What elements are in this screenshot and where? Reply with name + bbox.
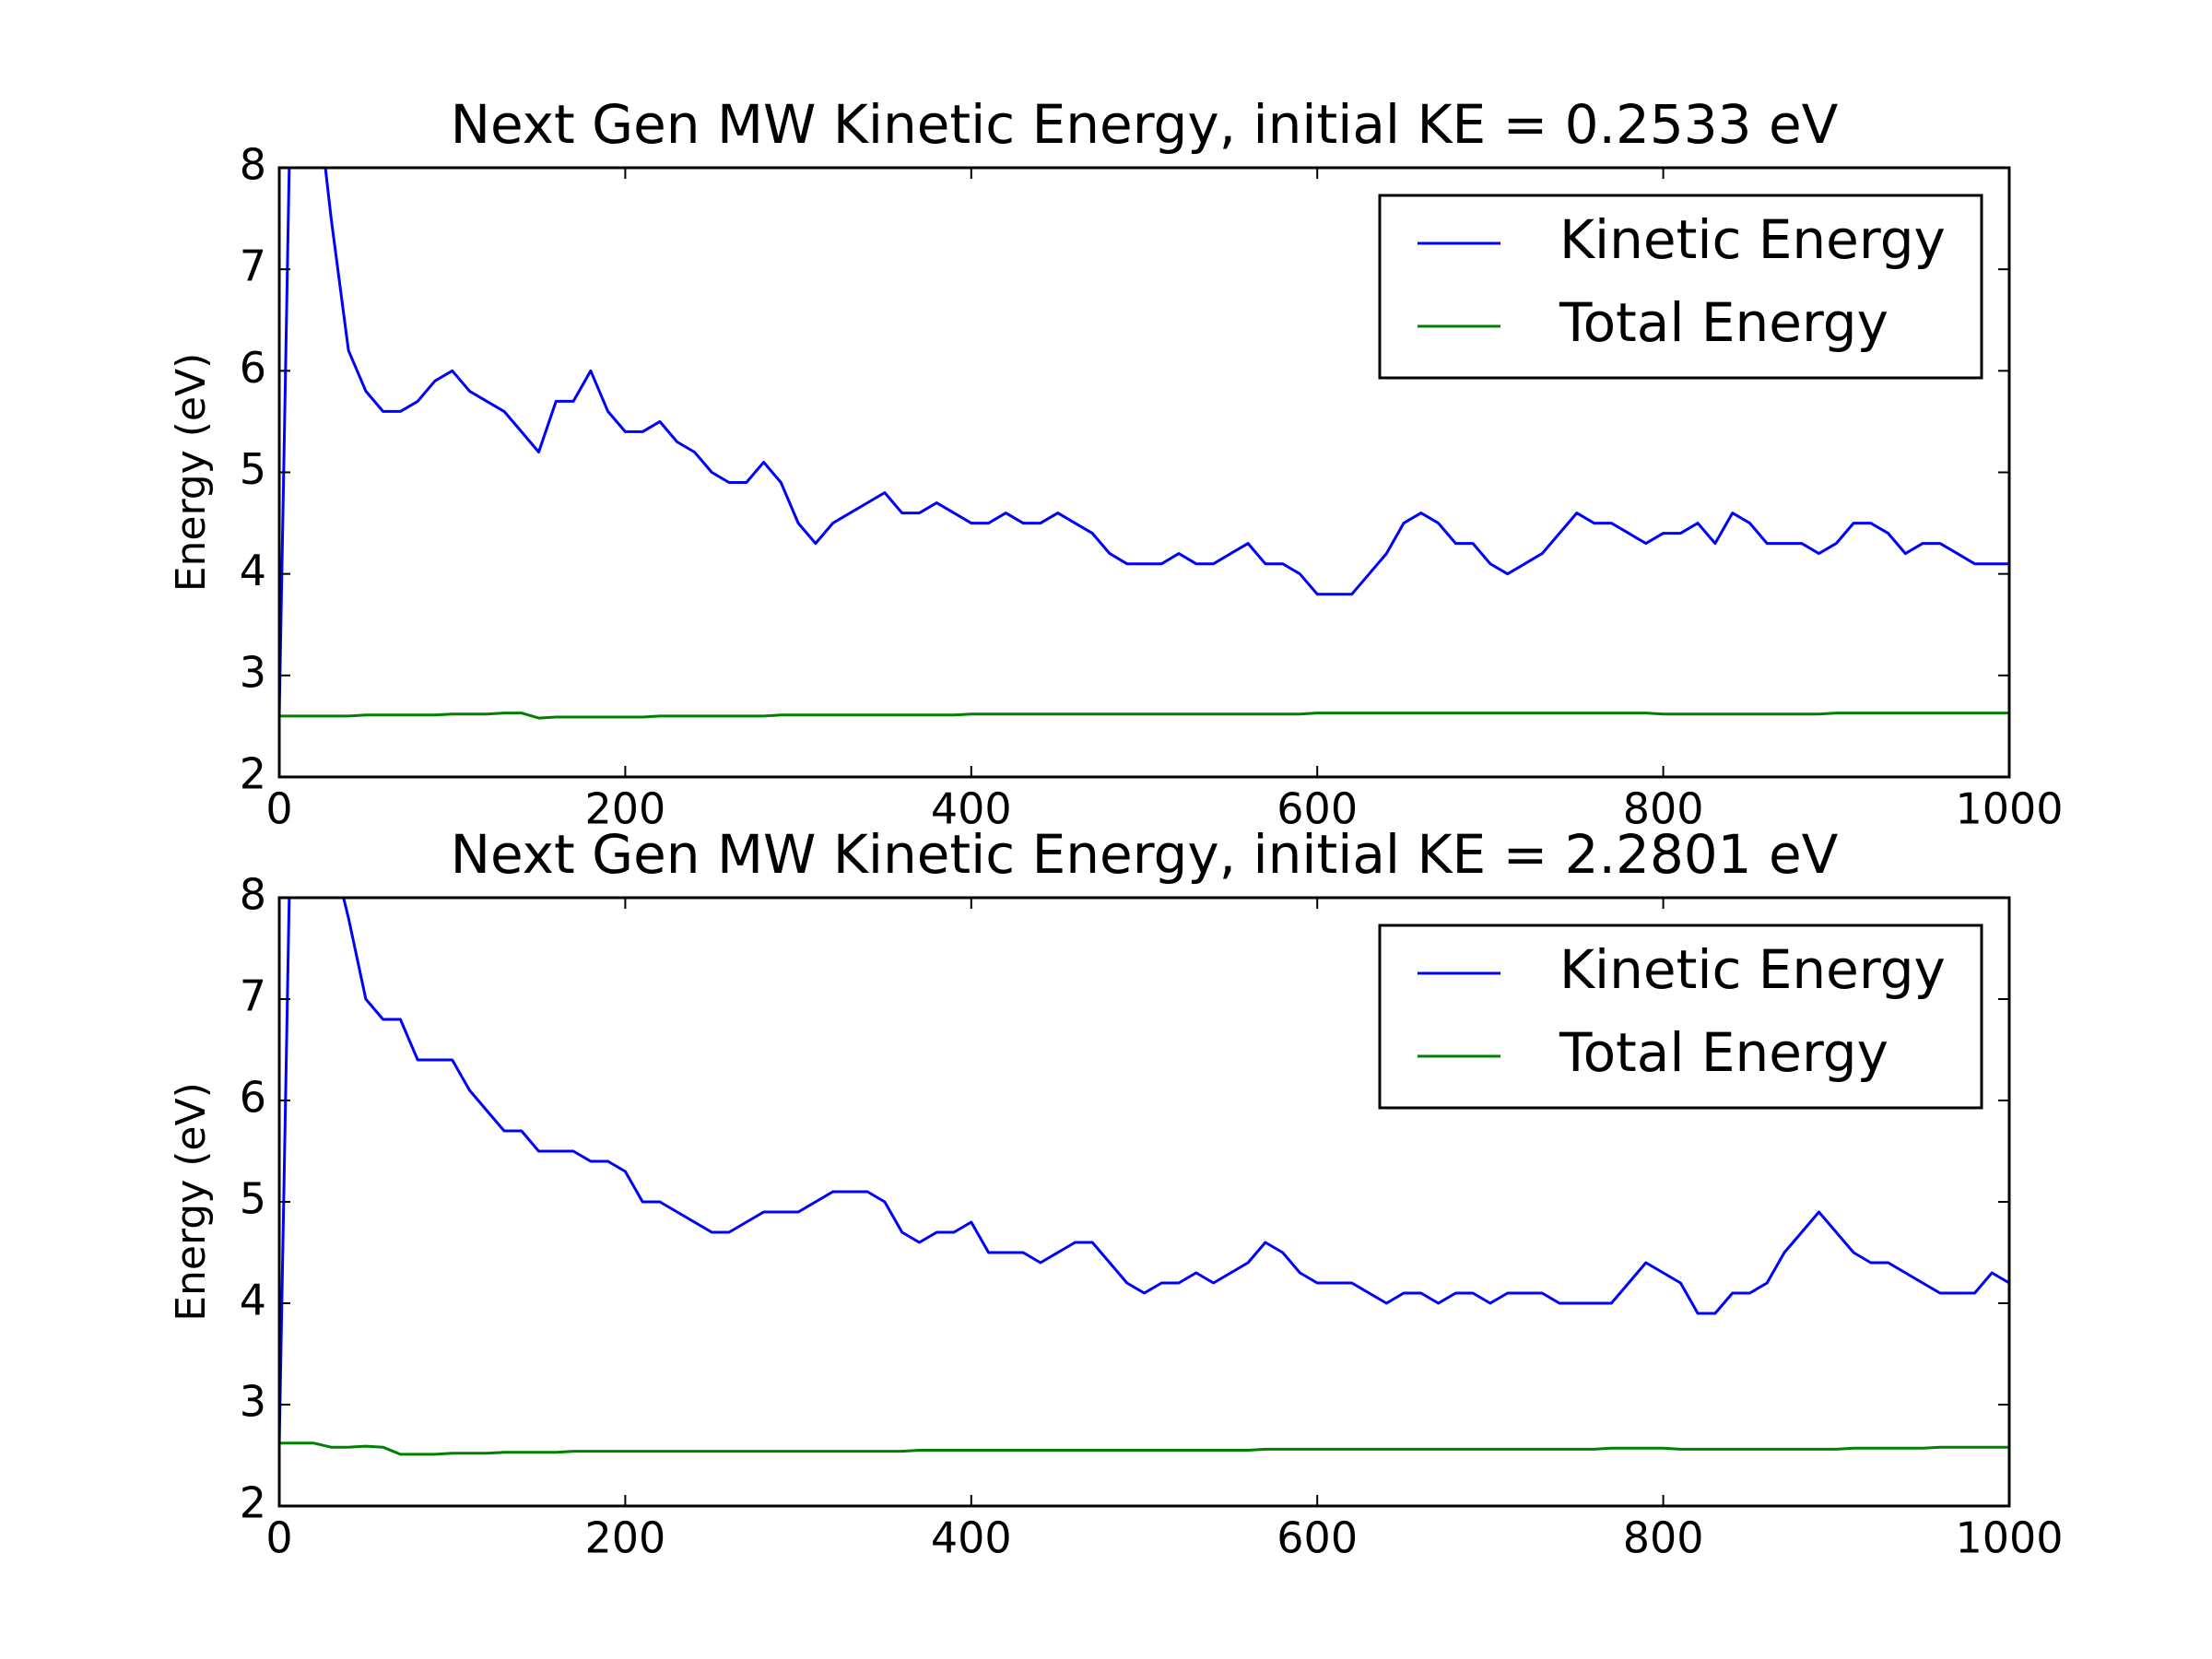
x-tick-label: 1000 bbox=[1955, 784, 2063, 834]
x-tick-label: 600 bbox=[1277, 1513, 1358, 1563]
x-tick-label: 1000 bbox=[1955, 1513, 2063, 1563]
legend-box bbox=[1378, 194, 1983, 380]
x-tick-label: 800 bbox=[1623, 1513, 1704, 1563]
y-axis-label: Energy (eV) bbox=[168, 353, 215, 593]
data-line bbox=[279, 712, 2009, 720]
data-line bbox=[279, 168, 2009, 716]
y-tick-label: 2 bbox=[240, 749, 266, 799]
x-tick-label: 600 bbox=[1277, 784, 1358, 834]
y-tick-label: 8 bbox=[240, 140, 266, 190]
y-tick-label: 6 bbox=[240, 1073, 266, 1123]
legend: Kinetic Energy Total Energy bbox=[1378, 194, 1983, 380]
y-tick-label: 5 bbox=[240, 444, 266, 494]
y-tick-label: 4 bbox=[240, 1276, 266, 1325]
data-line bbox=[279, 898, 2009, 1446]
y-tick-label: 3 bbox=[240, 647, 266, 697]
y-axis-label: Energy (eV) bbox=[168, 1082, 215, 1322]
x-tick-label: 400 bbox=[931, 784, 1012, 834]
data-line bbox=[279, 1441, 2009, 1456]
x-tick-label: 800 bbox=[1623, 784, 1704, 834]
chart-title: Next Gen MW Kinetic Energy, initial KE =… bbox=[451, 823, 1839, 886]
legend: Kinetic Energy Total Energy bbox=[1378, 924, 1983, 1110]
y-tick-label: 7 bbox=[240, 971, 266, 1021]
x-tick-label: 200 bbox=[584, 1513, 665, 1563]
legend-label: Total Energy bbox=[1559, 291, 1888, 354]
y-tick-label: 6 bbox=[240, 343, 266, 393]
legend-label: Total Energy bbox=[1559, 1021, 1888, 1084]
legend-box bbox=[1378, 924, 1983, 1110]
y-tick-label: 7 bbox=[240, 241, 266, 291]
y-tick-label: 3 bbox=[240, 1377, 266, 1427]
x-tick-label: 0 bbox=[265, 784, 292, 834]
legend-label: Kinetic Energy bbox=[1559, 208, 1946, 271]
y-tick-label: 2 bbox=[240, 1478, 266, 1528]
legend-label: Kinetic Energy bbox=[1559, 938, 1946, 1001]
x-tick-label: 200 bbox=[584, 784, 665, 834]
y-tick-label: 8 bbox=[240, 870, 266, 920]
y-tick-label: 4 bbox=[240, 546, 266, 595]
x-tick-label: 0 bbox=[265, 1513, 292, 1563]
y-tick-label: 5 bbox=[240, 1174, 266, 1224]
chart-title: Next Gen MW Kinetic Energy, initial KE =… bbox=[451, 93, 1839, 156]
x-tick-label: 400 bbox=[931, 1513, 1012, 1563]
